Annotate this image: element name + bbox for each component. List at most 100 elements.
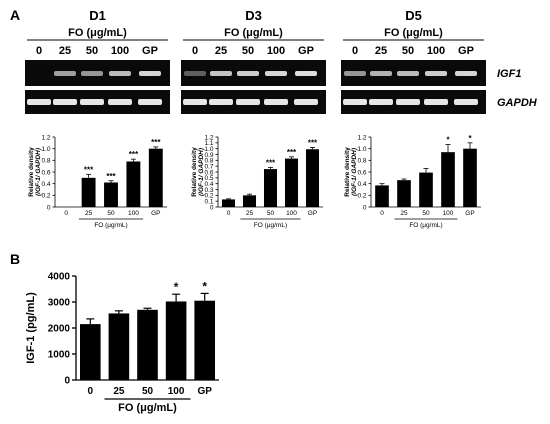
category-label: 100: [168, 386, 185, 397]
category-label: 50: [107, 210, 115, 217]
gapdh-band: [454, 99, 478, 105]
category-label: 0: [380, 210, 384, 217]
day-title: D5: [405, 8, 422, 23]
gapdh-band: [53, 99, 77, 105]
gapdh-band: [294, 99, 318, 105]
y-axis-label-ratio: (IGF-1/ GAPDH): [198, 148, 205, 196]
bar: [165, 301, 187, 380]
lane-label: 100: [111, 45, 129, 57]
y-tick-label: 0.3: [204, 187, 213, 194]
panel-b-letter: B: [10, 251, 20, 267]
bar-chart-d3: 00.10.20.30.40.50.60.70.80.91.01.11.20 25…: [191, 134, 323, 229]
category-label: 0: [88, 386, 94, 397]
y-tick-label: 0: [64, 376, 70, 387]
bar: [284, 158, 299, 207]
category-label: 50: [422, 210, 430, 217]
igf1-band: [265, 71, 287, 76]
gene-label-igf1: IGF1: [497, 68, 521, 80]
y-tick-label: 1.0: [204, 146, 213, 153]
bar: [80, 324, 101, 380]
gapdh-band: [108, 99, 132, 105]
bar: [221, 199, 236, 207]
y-axis-label-ratio: (IGF-1/ GAPDH): [351, 148, 358, 196]
gapdh-band: [27, 99, 51, 105]
lane-label: 50: [402, 45, 414, 57]
bar: [108, 313, 130, 380]
category-label: GP: [308, 210, 317, 217]
y-axis-label-ratio: (IGF-1/ GAPDH): [35, 148, 42, 196]
significance-label: ***: [266, 158, 276, 167]
significance-label: ***: [106, 172, 116, 181]
gel-block-d1: D1 FO (μg/mL) 0 25 50 100 GP: [25, 8, 170, 114]
igf1-band: [54, 71, 76, 76]
category-label: 25: [85, 210, 93, 217]
category-label: GP: [465, 210, 474, 217]
bar: [441, 152, 455, 207]
panel-a-letter: A: [10, 7, 20, 23]
igf1-band: [295, 71, 317, 76]
x-axis-label: FO (μg/mL): [94, 222, 127, 229]
y-tick-label: 1000: [48, 350, 71, 361]
y-axis-label: Relative density: [344, 147, 351, 197]
y-tick-label: 0.6: [204, 169, 213, 176]
lane-label: 100: [267, 45, 285, 57]
y-tick-label: 0.1: [204, 198, 213, 205]
significance-label: *: [174, 280, 179, 294]
bar: [81, 177, 96, 207]
y-tick-label: 0: [210, 204, 214, 211]
category-label: 50: [267, 210, 275, 217]
gapdh-band: [369, 99, 393, 105]
igf1-band: [425, 71, 447, 76]
y-tick-label: 0.2: [357, 193, 366, 200]
category-label: GP: [197, 386, 212, 397]
bar: [126, 161, 141, 207]
y-tick-label: 0.9: [204, 152, 213, 159]
gapdh-band: [343, 99, 367, 105]
category-label: 25: [246, 210, 254, 217]
y-tick-label: 1.2: [41, 134, 50, 141]
concentration-title: FO (μg/mL): [68, 27, 127, 39]
x-axis-label: FO (μg/mL): [254, 222, 287, 229]
y-tick-label: 1.0: [357, 146, 366, 153]
bar: [305, 149, 320, 207]
gapdh-band: [80, 99, 104, 105]
lane-label: 25: [59, 45, 71, 57]
bar: [148, 148, 163, 207]
y-tick-label: 3000: [48, 298, 71, 309]
lane-label: 25: [375, 45, 387, 57]
lane-label: GP: [142, 45, 158, 57]
y-tick-label: 1.2: [357, 134, 366, 141]
significance-label: ***: [308, 139, 318, 148]
panel-b: B 0 1000 2000 3000 4000 0 25 50 * 100 * GP FO (μg/mL…: [10, 251, 219, 414]
category-label: 25: [113, 386, 125, 397]
y-axis-label: Relative density: [191, 147, 198, 197]
bar: [397, 180, 411, 207]
significance-label: ***: [129, 150, 139, 159]
igf1-band: [237, 71, 259, 76]
lane-label: 25: [215, 45, 227, 57]
gapdh-band: [236, 99, 260, 105]
category-label: 100: [443, 210, 454, 217]
panel-a: A D1 FO (μg/mL) 0 25 50 100 GP D3 FO (μg/mL) 0 25 5…: [10, 7, 538, 229]
bar: [419, 172, 433, 207]
igf1-band: [344, 71, 366, 76]
igf1-band: [370, 71, 392, 76]
concentration-title: FO (μg/mL): [384, 27, 443, 39]
gapdh-band: [138, 99, 162, 105]
y-tick-label: 0.4: [204, 181, 213, 188]
significance-label: ***: [287, 148, 297, 157]
day-title: D1: [89, 8, 106, 23]
gapdh-band: [264, 99, 288, 105]
gel-block-d3: D3 FO (μg/mL) 0 25 50 100 GP: [181, 8, 326, 114]
category-label: 100: [128, 210, 139, 217]
igf1-band: [184, 71, 206, 76]
bar: [263, 169, 278, 207]
y-tick-label: 1.2: [204, 134, 213, 141]
gel-block-d5: D5 FO (μg/mL) 0 25 50 100 GP: [341, 8, 486, 114]
lane-label: GP: [458, 45, 474, 57]
y-tick-label: 0: [47, 204, 51, 211]
y-axis-label: IGF-1 (pg/mL): [25, 292, 37, 364]
lane-label: 0: [352, 45, 358, 57]
bar: [463, 148, 477, 207]
